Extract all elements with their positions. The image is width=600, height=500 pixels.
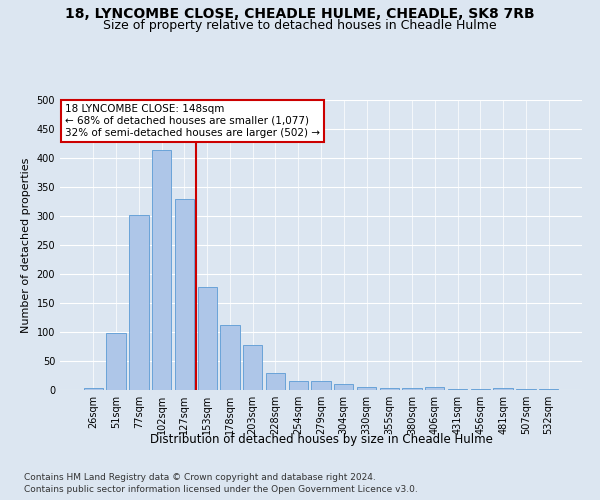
Bar [197,287,217,390]
Bar [380,388,399,390]
Text: 18, LYNCOMBE CLOSE, CHEADLE HULME, CHEADLE, SK8 7RB: 18, LYNCOMBE CLOSE, CHEADLE HULME, CHEAD… [65,8,535,22]
Bar [448,389,467,390]
Bar [152,150,172,390]
Bar [403,388,422,390]
Bar [220,325,239,390]
Bar [289,382,308,390]
Bar [357,387,376,390]
Bar [106,332,126,390]
Bar [175,198,194,390]
Bar [334,384,353,390]
Bar [266,372,285,390]
Text: Distribution of detached houses by size in Cheadle Hulme: Distribution of detached houses by size … [149,432,493,446]
Text: 18 LYNCOMBE CLOSE: 148sqm
← 68% of detached houses are smaller (1,077)
32% of se: 18 LYNCOMBE CLOSE: 148sqm ← 68% of detac… [65,104,320,138]
Bar [493,388,513,390]
Bar [311,382,331,390]
Bar [539,389,558,390]
Text: Contains public sector information licensed under the Open Government Licence v3: Contains public sector information licen… [24,485,418,494]
Bar [243,346,262,390]
Text: Contains HM Land Registry data © Crown copyright and database right 2024.: Contains HM Land Registry data © Crown c… [24,472,376,482]
Bar [84,388,103,390]
Bar [129,215,149,390]
Text: Size of property relative to detached houses in Cheadle Hulme: Size of property relative to detached ho… [103,19,497,32]
Y-axis label: Number of detached properties: Number of detached properties [21,158,31,332]
Bar [425,387,445,390]
